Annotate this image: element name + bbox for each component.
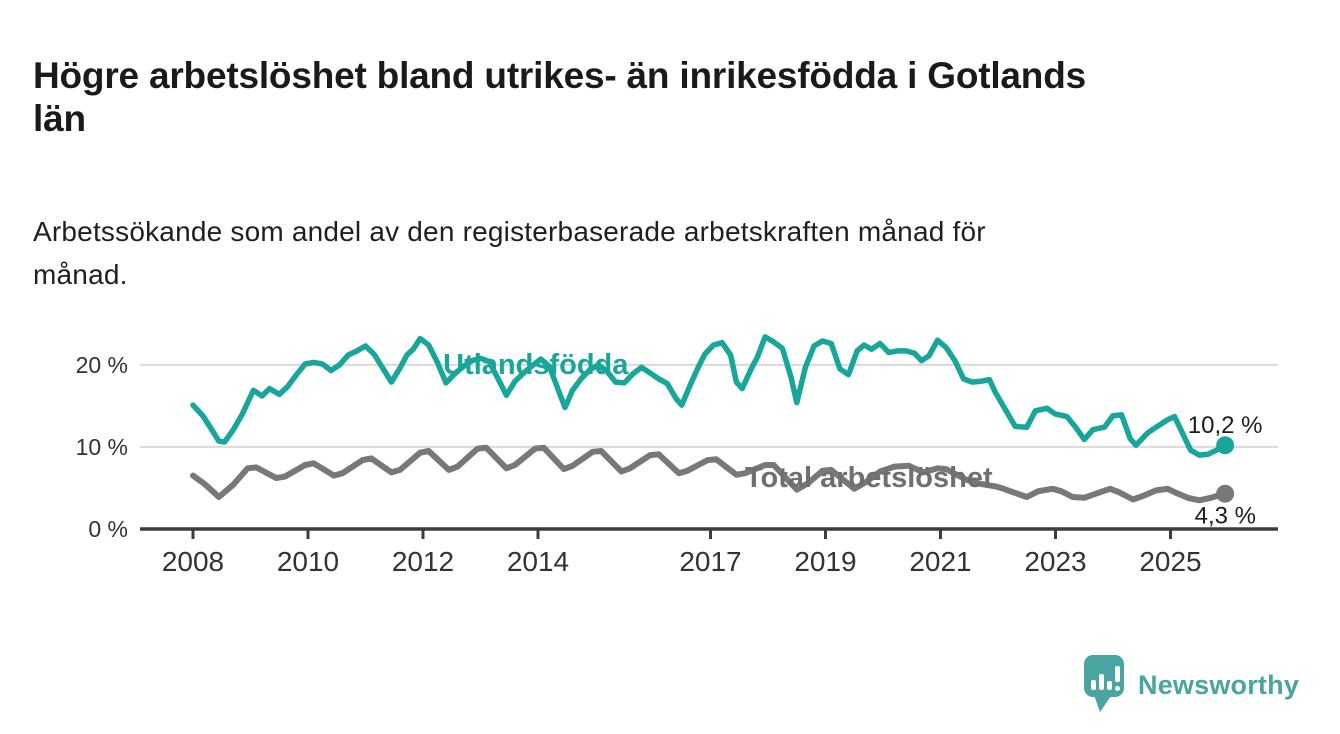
title-line-2: län xyxy=(33,97,86,139)
series-line-total-arbetsl-shet xyxy=(190,444,1229,504)
y-tick-label-10: 10 % xyxy=(76,434,128,460)
newsworthy-brand-name: Newsworthy xyxy=(1138,669,1300,700)
x-tick-label-2023: 2023 xyxy=(1024,546,1086,577)
newsworthy-logo: Newsworthy xyxy=(1084,655,1299,715)
x-tick-label-2025: 2025 xyxy=(1139,546,1201,577)
x-tick-label-2021: 2021 xyxy=(909,546,971,577)
x-tick-label-2014: 2014 xyxy=(507,546,569,577)
x-tick-label-2008: 2008 xyxy=(162,546,224,577)
page-title: Högre arbetslöshet bland utrikes- än inr… xyxy=(33,55,1318,141)
x-tick-label-2010: 2010 xyxy=(277,546,339,577)
end-value-label-utlandsf-dda: 10,2 % xyxy=(1188,412,1263,439)
y-tick-label-0: 0 % xyxy=(88,516,128,542)
newsworthy-logo-icon xyxy=(1084,655,1124,712)
chart-subtitle: Arbetssökande som andel av den registerb… xyxy=(33,210,1293,297)
end-value-label-total-arbetsl-shet: 4,3 % xyxy=(1195,502,1256,529)
series-label-total-arbetsl-shet: Total arbetslöshet xyxy=(745,462,993,494)
y-tick-label-20: 20 % xyxy=(76,352,128,378)
subtitle-line-2: månad. xyxy=(33,259,128,291)
x-tick-label-2012: 2012 xyxy=(392,546,454,577)
subtitle-line-1: Arbetssökande som andel av den registerb… xyxy=(33,216,986,247)
x-tick-label-2019: 2019 xyxy=(794,546,856,577)
end-dot-total-arbetsl-shet xyxy=(1216,484,1235,503)
end-dot-utlandsf-dda xyxy=(1216,436,1235,455)
series-line-utlandsf-dda xyxy=(190,334,1228,458)
title-line-1: Högre arbetslöshet bland utrikes- än inr… xyxy=(33,54,1086,96)
x-tick-label-2017: 2017 xyxy=(679,546,741,577)
series-label-utlandsf-dda: Utlandsfödda xyxy=(443,349,629,381)
